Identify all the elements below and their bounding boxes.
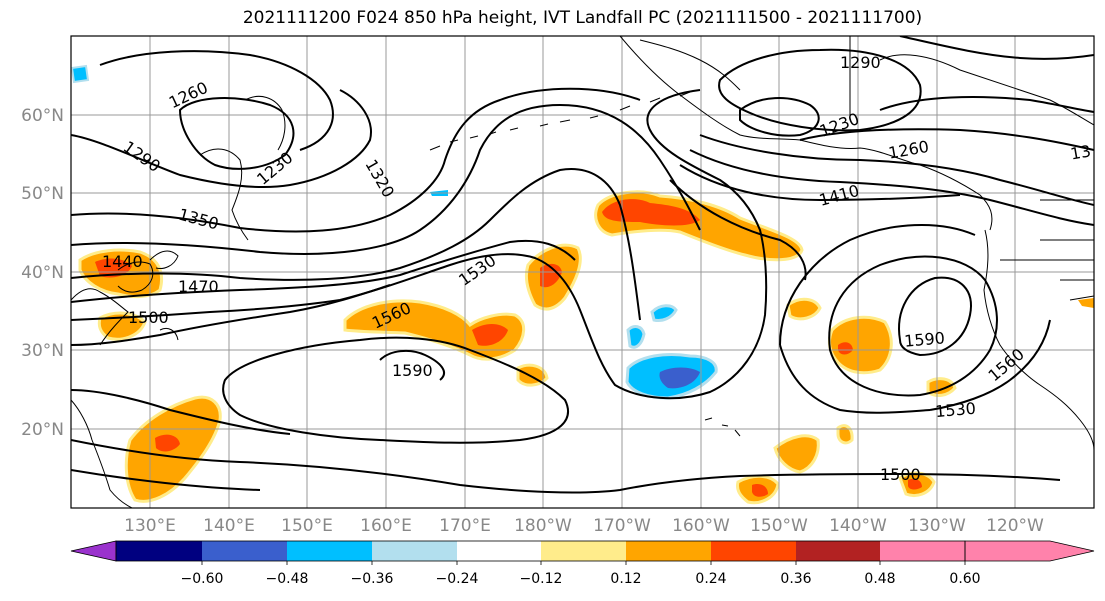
colorbar-segment [202, 541, 287, 561]
lon-label: 170°W [593, 516, 651, 536]
latitude-labels: 20°N 30°N 40°N 50°N 60°N [21, 106, 64, 440]
colorbar-segment [372, 541, 457, 561]
lon-label: 150°E [281, 516, 333, 536]
colorbar-tick-label: −0.36 [351, 571, 394, 587]
lon-label: 140°W [829, 516, 887, 536]
lat-label: 30°N [21, 341, 64, 361]
lon-label: 170°E [439, 516, 491, 536]
lon-label: 160°W [672, 516, 730, 536]
contour-label: 1500 [128, 308, 169, 327]
colorbar-extend-left [70, 540, 117, 562]
contour-label: 1530 [934, 399, 976, 421]
colorbar-tick-label: −0.24 [436, 571, 479, 587]
colorbar-tick-label: −0.48 [266, 571, 309, 587]
colorbar-tick-label: 0.24 [695, 571, 726, 587]
lon-label: 130°W [908, 516, 966, 536]
colorbar-extend-right [964, 540, 1095, 562]
map-border [70, 35, 1095, 509]
colorbar-segment [880, 541, 965, 561]
colorbar-tick-label: −0.60 [181, 571, 224, 587]
lon-label: 180°W [514, 516, 572, 536]
colorbar-segment [457, 541, 541, 561]
colorbar-tick-label: 0.36 [780, 571, 811, 587]
lon-label: 130°E [124, 516, 176, 536]
colorbar-tick-label: 0.48 [864, 571, 895, 587]
lon-label: 150°W [750, 516, 808, 536]
colorbar-segment [116, 541, 202, 561]
colorbar-tick-label: −0.12 [520, 571, 563, 587]
colorbar-segment [796, 541, 880, 561]
contour-label: 1590 [392, 361, 433, 380]
figure-title: 2021111200 F024 850 hPa height, IVT Land… [242, 8, 923, 28]
colorbar-segment [626, 541, 711, 561]
lon-label: 140°E [203, 516, 255, 536]
contour-label: 1440 [102, 252, 143, 271]
colorbar-tick-label: 0.12 [610, 571, 641, 587]
coastlines [71, 36, 1094, 508]
colorbar: −0.60 −0.48 −0.36 −0.24 −0.12 0.12 0.24 … [70, 540, 1095, 587]
contour-label: 13 [1069, 141, 1092, 163]
lat-label: 60°N [21, 106, 64, 126]
colorbar-tick-label: 0.60 [949, 571, 980, 587]
colorbar-segment [711, 541, 796, 561]
contour-label: 1290 [840, 53, 881, 72]
contour-label: 1500 [880, 465, 921, 484]
lat-label: 50°N [21, 184, 64, 204]
colorbar-segment [541, 541, 626, 561]
contour-label: 1590 [903, 328, 945, 350]
lat-label: 40°N [21, 263, 64, 283]
contour-label: 1470 [178, 277, 219, 296]
longitude-labels: 130°E 140°E 150°E 160°E 170°E 180°W 170°… [124, 516, 1044, 536]
lat-label: 20°N [21, 420, 64, 440]
lon-label: 120°W [986, 516, 1044, 536]
lon-label: 160°E [360, 516, 412, 536]
colorbar-segment [287, 541, 372, 561]
height-contours [71, 36, 1094, 494]
